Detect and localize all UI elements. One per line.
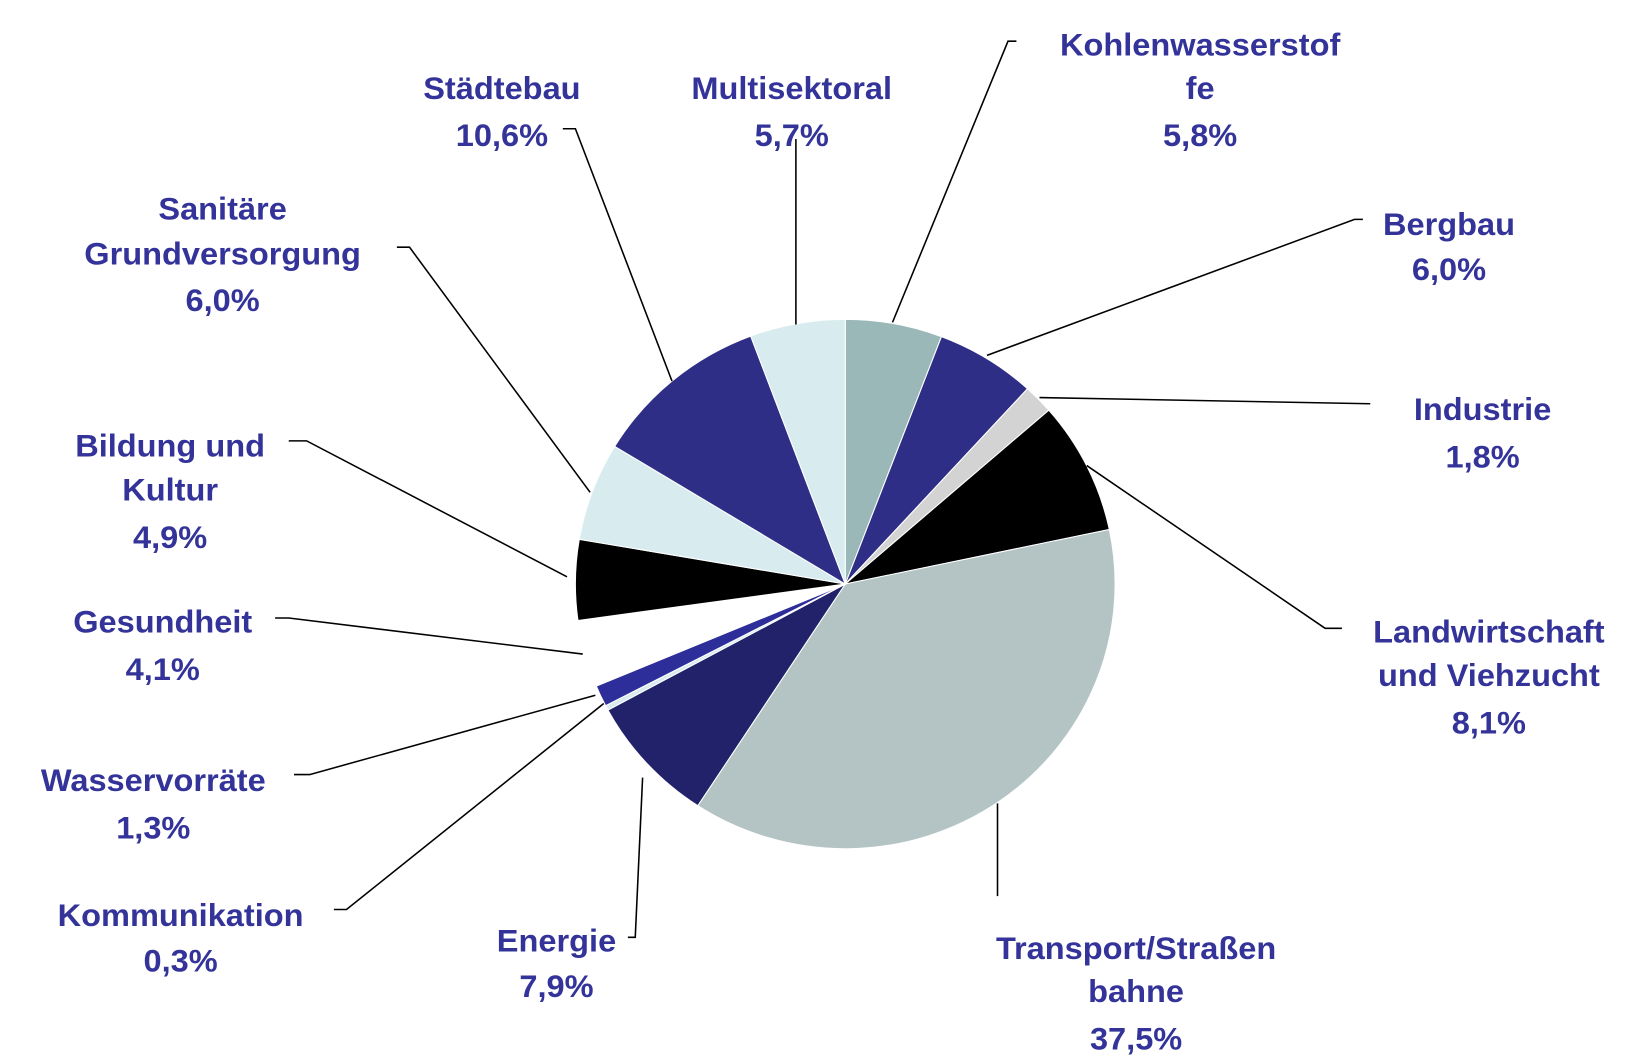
slice-label: Landwirtschaft und Viehzucht [1373, 614, 1605, 693]
label-line: bahne [1088, 973, 1184, 1009]
label-line: Bergbau [1383, 206, 1515, 242]
leader-line [333, 702, 605, 911]
slice-label: Sanitäre Grundversorgung [84, 191, 361, 272]
label-line: Industrie [1414, 392, 1551, 428]
label-line: Wasservorräte [41, 762, 266, 798]
leader-line [396, 246, 591, 493]
label-line: Transport/Straßen [996, 930, 1276, 966]
slice-label: Gesundheit [73, 604, 252, 640]
label-line: Energie [497, 923, 616, 959]
pie-slice [749, 318, 846, 585]
leader-line [288, 440, 568, 578]
label-line: Bildung und [75, 428, 265, 464]
value-label: 1,3% [116, 810, 190, 846]
slice-label: Transport/Straßen bahne [996, 930, 1276, 1009]
leader-line [1039, 396, 1371, 405]
slice-label: Kommunikation [58, 897, 304, 933]
pie-slice [697, 528, 1116, 850]
pie-slice [607, 583, 846, 807]
value-label: 5,7% [755, 118, 829, 154]
label-line: und Viehzucht [1378, 657, 1600, 693]
label-line: Grundversorgung [84, 236, 361, 272]
leader-line [627, 777, 644, 939]
slice-label: Bergbau [1383, 206, 1515, 242]
label-line: Städtebau [423, 70, 580, 106]
label-line: fe [1186, 70, 1215, 106]
slice-label: Kohlenwasserstof fe [1060, 27, 1341, 106]
pie-group: Kohlenwasserstof fe 5,8% Bergbau 6,0% Industr… [41, 27, 1605, 1057]
label-line: Landwirtschaft [1373, 614, 1605, 650]
value-label: 37,5% [1090, 1021, 1182, 1057]
leader-line [891, 40, 1017, 323]
value-label: 6,0% [186, 282, 260, 318]
leader-line [1086, 464, 1342, 630]
slice-label: Energie [497, 923, 616, 959]
value-label: 4,9% [133, 519, 207, 555]
label-line: Kommunikation [58, 897, 304, 933]
label-line: Kohlenwasserstof [1060, 27, 1341, 63]
leader-line [293, 694, 596, 776]
leader-line [275, 617, 583, 655]
value-label: 7,9% [519, 968, 593, 1004]
pie-slice [614, 335, 847, 586]
value-label: 5,8% [1163, 118, 1237, 154]
value-label: 8,1% [1452, 705, 1526, 741]
label-line: Kultur [122, 472, 218, 508]
value-label: 1,8% [1446, 439, 1520, 475]
label-line: Multisektoral [691, 70, 892, 106]
value-label: 0,3% [144, 943, 218, 979]
slice-label: Wasservorräte [41, 762, 266, 798]
slice-label: Industrie [1414, 392, 1551, 428]
label-line: Sanitäre [158, 191, 286, 227]
label-line: Gesundheit [73, 604, 252, 640]
leader-line [562, 127, 673, 382]
value-label: 4,1% [126, 651, 200, 687]
value-label: 6,0% [1412, 251, 1486, 287]
slice-label: Multisektoral [691, 70, 892, 106]
value-label: 10,6% [456, 118, 548, 154]
leader-line [986, 218, 1363, 357]
slice-label: Bildung und Kultur [75, 428, 265, 508]
slice-label: Städtebau [423, 70, 580, 106]
